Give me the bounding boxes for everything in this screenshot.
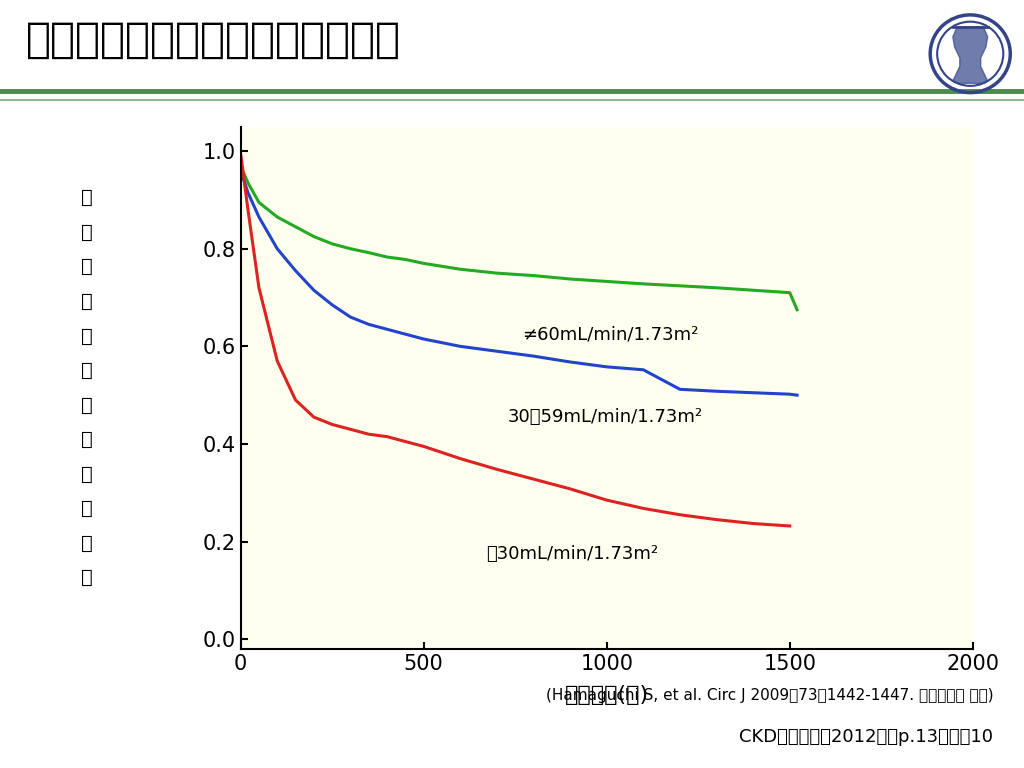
- Text: ＜30mL/min/1.73m²: ＜30mL/min/1.73m²: [486, 545, 658, 563]
- Text: 再: 再: [81, 396, 93, 415]
- Text: 全: 全: [81, 188, 93, 207]
- Text: (Hamaguchi S, et al. Circ J 2009；73：1442-1447. より引用， 改変): (Hamaguchi S, et al. Circ J 2009；73：1442…: [546, 687, 993, 703]
- Text: 院: 院: [81, 465, 93, 484]
- Text: CKD診療ガイド2012　　p.13　　囱10: CKD診療ガイド2012 p.13 囱10: [739, 728, 993, 746]
- Text: 30～59mL/min/1.73m²: 30～59mL/min/1.73m²: [508, 408, 703, 426]
- Text: 回: 回: [81, 499, 93, 518]
- Text: 心不全患者における腯機能と予後: 心不全患者における腯機能と予後: [26, 18, 400, 61]
- Text: お: お: [81, 292, 93, 311]
- X-axis label: 追跡期間(日): 追跡期間(日): [564, 685, 649, 705]
- Text: よ: よ: [81, 326, 93, 346]
- Text: 死: 死: [81, 223, 93, 242]
- Text: 亡: 亡: [81, 257, 93, 276]
- Text: ≠60mL/min/1.73m²: ≠60mL/min/1.73m²: [522, 325, 699, 343]
- Polygon shape: [952, 27, 987, 84]
- Text: 入: 入: [81, 430, 93, 449]
- Text: び: び: [81, 361, 93, 380]
- Text: 率: 率: [81, 568, 93, 588]
- Text: 避: 避: [81, 534, 93, 553]
